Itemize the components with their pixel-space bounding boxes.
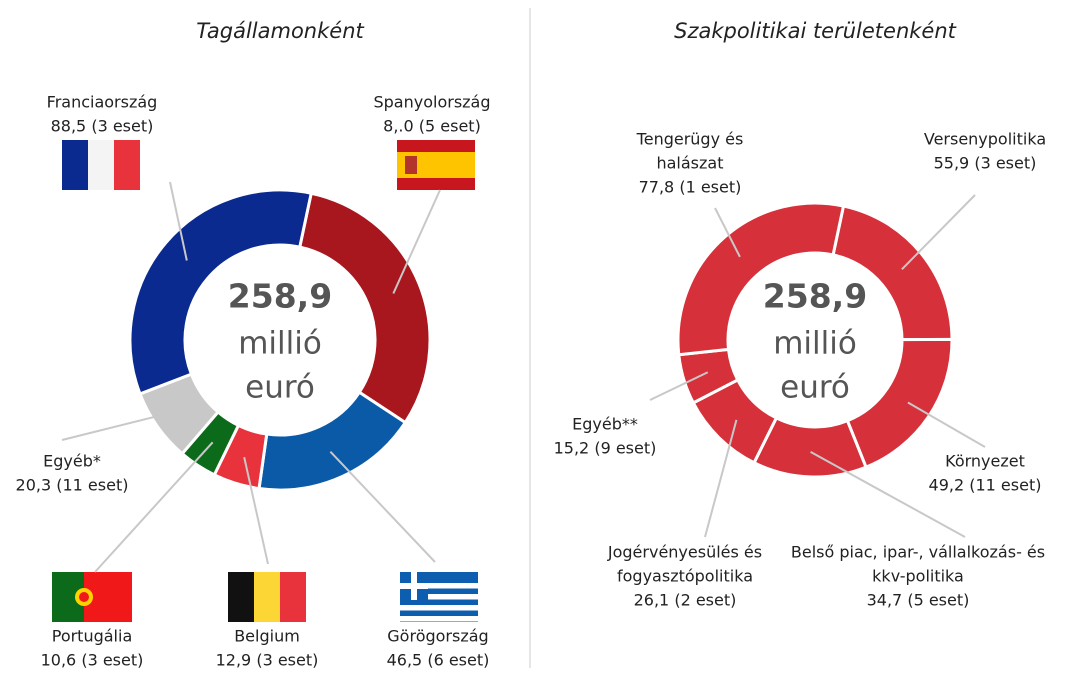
category-label: Egyéb* <box>43 452 101 471</box>
value-label: 77,8 (1 eset) <box>639 178 742 197</box>
donut-segment <box>257 390 408 492</box>
leader-line <box>169 181 188 261</box>
value-label: 55,9 (3 eset) <box>934 154 1037 173</box>
category-label: Egyéb** <box>572 415 638 434</box>
flag-belgium <box>228 572 306 622</box>
total-unit: euró <box>245 370 315 406</box>
value-label: 26,1 (2 eset) <box>634 591 737 610</box>
category-label: Görögország <box>387 627 488 646</box>
total-unit: millió <box>773 326 857 362</box>
total-value: 258,9 <box>228 277 332 316</box>
value-label: 8,.0 (5 eset) <box>383 117 481 136</box>
leader-line <box>901 194 976 271</box>
leader-line <box>392 189 441 294</box>
value-label: 10,6 (3 eset) <box>41 651 144 670</box>
flag-spain <box>397 140 475 190</box>
leader-line <box>649 371 709 401</box>
donut-segment <box>676 201 846 357</box>
donut-segment <box>297 191 432 425</box>
value-label: 49,2 (11 eset) <box>929 476 1042 495</box>
chart-title: Szakpolitikai területenként <box>674 19 957 43</box>
leader-line <box>61 409 181 441</box>
flag-portugal <box>52 572 132 622</box>
leader-line <box>907 401 986 448</box>
category-label: kkv-politika <box>872 567 964 586</box>
total-value: 258,9 <box>763 277 867 316</box>
category-label: Spanyolország <box>373 93 490 112</box>
leader-line <box>704 419 738 538</box>
category-label: Belgium <box>234 627 300 646</box>
category-label: halászat <box>656 154 723 173</box>
value-label: 20,3 (11 eset) <box>16 476 129 495</box>
value-label: 46,5 (6 eset) <box>387 651 490 670</box>
chart-title: Tagállamonként <box>196 19 364 43</box>
leader-line <box>329 450 436 563</box>
category-label: Portugália <box>52 627 133 646</box>
category-label: Versenypolitika <box>924 130 1046 149</box>
total-unit: millió <box>238 326 322 362</box>
value-label: 15,2 (9 eset) <box>554 439 657 458</box>
category-label: Tengerügy és <box>636 130 744 149</box>
category-label: Belső piac, ipar-, vállalkozás- és <box>791 543 1045 562</box>
flag-france <box>62 140 140 190</box>
donut-segment <box>845 337 954 470</box>
donut-segment <box>831 204 954 342</box>
leader-line <box>243 456 269 565</box>
leader-line <box>714 207 741 258</box>
category-label: Franciaország <box>47 93 158 112</box>
category-label: fogyasztópolitika <box>617 567 753 586</box>
leader-line <box>94 441 214 573</box>
category-label: Környezet <box>945 452 1025 471</box>
value-label: 12,9 (3 eset) <box>216 651 319 670</box>
category-label: Jogérvényesülés és <box>607 543 762 562</box>
value-label: 88,5 (3 eset) <box>51 117 154 136</box>
donut-segment <box>128 188 313 396</box>
value-label: 34,7 (5 eset) <box>867 591 970 610</box>
leader-line <box>810 451 966 538</box>
total-unit: euró <box>780 370 850 406</box>
flag-greece <box>400 572 478 622</box>
